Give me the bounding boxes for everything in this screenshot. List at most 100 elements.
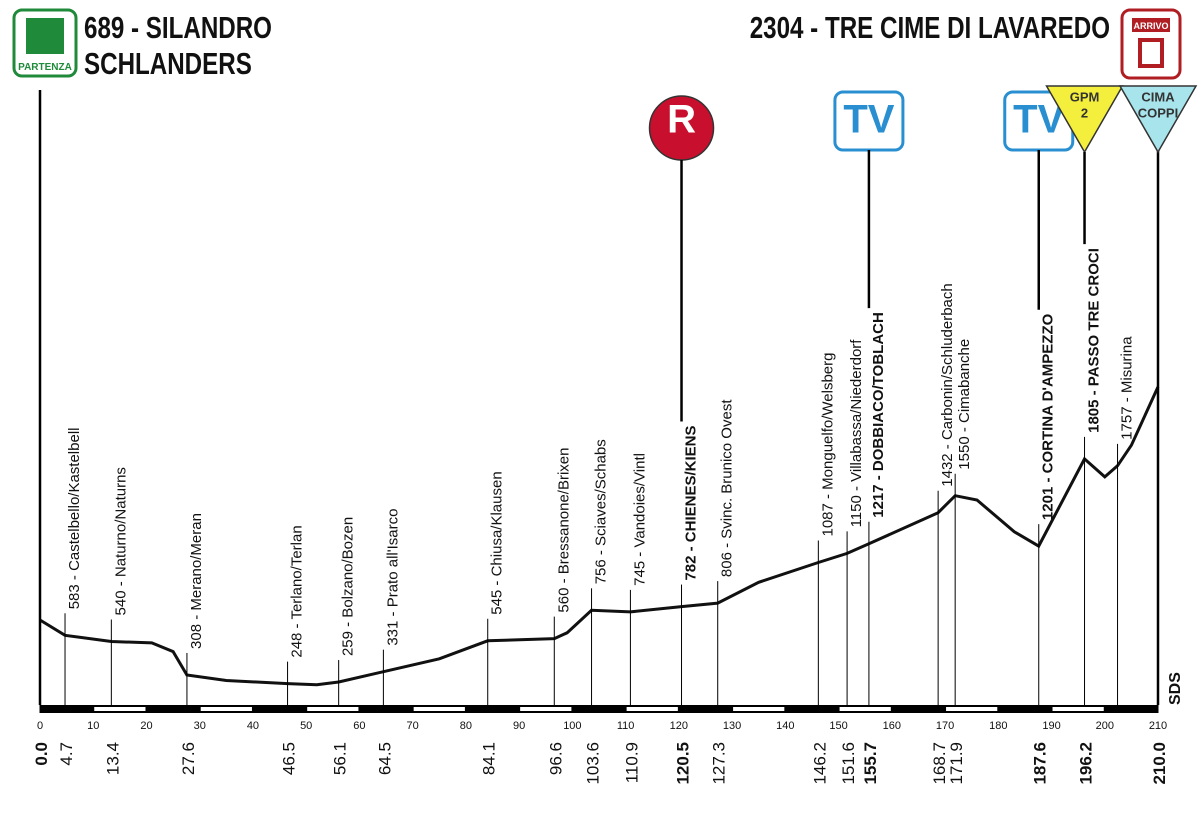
axis-segment (946, 707, 998, 711)
axis-segment (839, 707, 891, 711)
marker-label: R (667, 98, 696, 142)
x-tick-label: 60 (353, 720, 365, 732)
x-tick-label: 140 (776, 720, 794, 732)
waypoint-km: 110.9 (622, 742, 641, 783)
x-tick-label: 200 (1096, 720, 1114, 732)
axis-segment (307, 707, 359, 711)
axis-segment (1052, 707, 1104, 711)
waypoint-km: 84.1 (480, 742, 499, 775)
x-tick-label: 10 (87, 720, 99, 732)
x-tick-label: 160 (883, 720, 901, 732)
axis-segment (520, 707, 572, 711)
marker: TV (833, 90, 905, 152)
x-tick-label: 0 (37, 720, 43, 732)
waypoint-km: 46.5 (280, 742, 299, 775)
x-tick-label: 170 (936, 720, 954, 732)
x-tick-label: 110 (617, 720, 635, 732)
waypoint-name: 782 - CHIENES/KIENS (683, 426, 700, 581)
start-icon: PARTENZA (12, 8, 78, 78)
waypoint-name: 259 - Bolzano/Bozen (340, 517, 357, 656)
waypoint-km: 151.6 (839, 742, 858, 785)
marker-label: TV (1013, 98, 1064, 142)
waypoint-km: 196.2 (1077, 742, 1096, 785)
waypoint-km: 146.2 (810, 742, 829, 785)
side-note: SDS (1167, 672, 1184, 705)
start-flag (26, 18, 64, 54)
axis-segment (626, 707, 678, 711)
waypoint-name: 1757 - Misurina (1119, 336, 1136, 440)
finish-icon-arch (1138, 38, 1164, 68)
x-tick-label: 80 (460, 720, 472, 732)
waypoint-km: 0.0 (32, 742, 51, 766)
waypoint-name: 1805 - PASSO TRE CROCI (1086, 248, 1103, 433)
waypoint-name: 756 - Sciaves/Schabs (593, 439, 610, 584)
axis-segment (94, 707, 146, 711)
profile-area (40, 386, 1158, 705)
marker-shape (1045, 85, 1124, 154)
waypoint-km: 96.6 (546, 742, 565, 775)
x-tick-label: 190 (1042, 720, 1060, 732)
waypoint-name: 1217 - DOBBIACO/TOBLACH (870, 312, 887, 518)
x-tick-label: 150 (829, 720, 847, 732)
x-tick-label: 30 (194, 720, 206, 732)
x-tick-label: 40 (247, 720, 259, 732)
finish-icon: ARRIVO (1120, 8, 1182, 80)
waypoint-km: 120.5 (674, 742, 693, 785)
x-tick-label: 130 (723, 720, 741, 732)
marker-label: TV (843, 98, 894, 142)
waypoint-name: 545 - Chiusa/Klausen (489, 471, 506, 614)
axis-band (40, 705, 1158, 713)
waypoint-km: 13.4 (103, 742, 122, 775)
waypoint-name: 331 - Prato all'Isarco (384, 509, 401, 646)
marker-label: COPPI (1138, 105, 1178, 120)
waypoint-km: 210.0 (1150, 742, 1169, 785)
waypoint-name: 1550 - Cimabanche (956, 339, 973, 470)
waypoint-name: 560 - Bressanone/Brixen (555, 447, 572, 612)
waypoint-km: 127.3 (710, 742, 729, 785)
axis-segment (413, 707, 465, 711)
start-icon-label: PARTENZA (18, 62, 72, 73)
waypoint-km: 155.7 (861, 742, 880, 785)
x-tick-label: 210 (1149, 720, 1167, 732)
start-title: 689 - SILANDRO (84, 10, 272, 45)
x-tick-label: 70 (407, 720, 419, 732)
x-tick-label: 100 (563, 720, 581, 732)
finish-icon-band (1132, 18, 1170, 32)
x-tick-label: 120 (670, 720, 688, 732)
waypoint-name: 806 - Svinc. Brunico Ovest (719, 399, 736, 577)
waypoint-km: 64.5 (375, 742, 394, 775)
marker-label: 2 (1081, 105, 1088, 120)
x-tick-label: 20 (140, 720, 152, 732)
marker-label: CIMA (1141, 89, 1175, 104)
marker: R (648, 95, 715, 161)
marker-label: GPM (1070, 89, 1100, 104)
waypoint-name: 1432 - Carbonin/Schluderbach (939, 283, 956, 486)
waypoint-km: 168.7 (930, 742, 949, 785)
axis-segment (733, 707, 785, 711)
waypoint-name: 583 - Castelbello/Kastelbell (66, 427, 83, 609)
x-tick-label: 50 (300, 720, 312, 732)
waypoint-km: 56.1 (331, 742, 350, 775)
marker-shape (1118, 85, 1198, 154)
axis-segment (200, 707, 252, 711)
waypoint-name: 1201 - CORTINA D'AMPEZZO (1040, 313, 1057, 520)
finish-title: 2304 - TRE CIME DI LAVAREDO (750, 10, 1110, 45)
x-tick-label: 180 (989, 720, 1007, 732)
waypoint-km: 187.6 (1031, 742, 1050, 785)
waypoint-name: 745 - Vandoies/Vintl (631, 453, 648, 586)
waypoint-km: 171.9 (947, 742, 966, 785)
waypoint-name: 248 - Terlano/Terlan (289, 525, 306, 657)
x-tick-label: 90 (513, 720, 525, 732)
finish-icon-label: ARRIVO (1133, 21, 1168, 31)
waypoint-name: 540 - Naturno/Naturns (112, 467, 129, 615)
waypoint-name: 308 - Merano/Meran (188, 513, 205, 649)
waypoint-km: 4.7 (57, 742, 76, 766)
waypoint-name: 1087 - Monguelfo/Welsberg (819, 353, 836, 537)
waypoint-name: 1150 - Villabassa/Niederdorf (848, 339, 865, 528)
start-title: SCHLANDERS (84, 46, 252, 81)
waypoint-km: 27.6 (179, 742, 198, 775)
waypoint-km: 103.6 (584, 742, 603, 785)
